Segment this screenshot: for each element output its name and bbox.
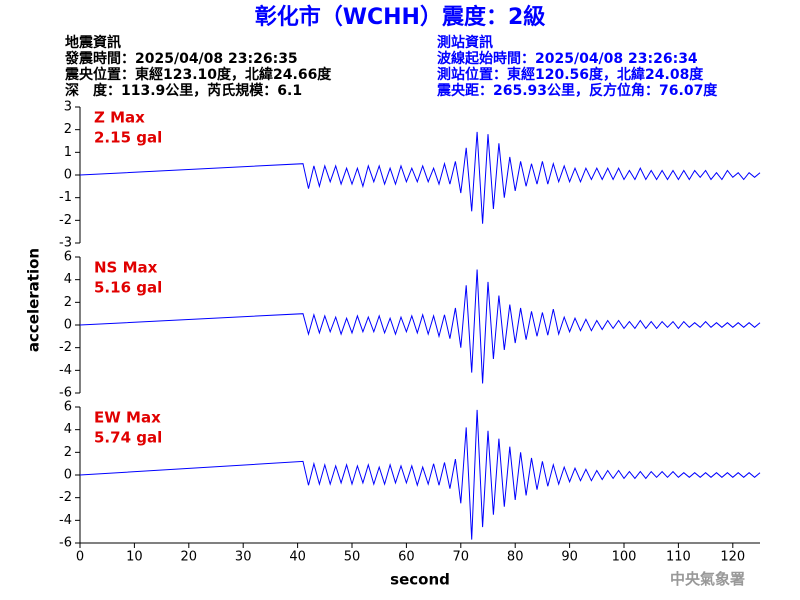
y-tick-label: -4 [59,363,72,378]
y-tick-label: 2 [64,295,72,310]
y-tick-label: 6 [64,400,72,415]
y-tick-label: -4 [59,513,72,528]
y-tick-label: 4 [64,272,72,287]
y-tick-label: -1 [59,190,72,205]
x-tick-label: 60 [398,550,415,565]
max-value: 5.16 gal [94,279,162,297]
y-tick-label: -6 [59,386,72,401]
x-axis-label: second [390,571,450,589]
x-tick-label: 90 [561,550,578,565]
x-tick-label: 20 [181,550,198,565]
max-value: 5.74 gal [94,429,162,447]
x-tick-label: 40 [289,550,306,565]
info-left: 震央位置：東經123.10度，北緯24.66度 [64,66,332,83]
x-tick-label: 100 [612,550,637,565]
x-tick-label: 120 [720,550,745,565]
max-label: EW Max [94,409,161,427]
y-tick-label: 6 [64,250,72,265]
y-tick-label: 0 [64,468,72,483]
y-tick-label: 0 [64,318,72,333]
info-right: 測站位置：東經120.56度，北緯24.08度 [437,66,704,83]
x-tick-label: 10 [126,550,143,565]
y-tick-label: 0 [64,168,72,183]
info-left: 發震時間：2025/04/08 23:26:35 [64,50,298,67]
y-tick-label: -3 [59,236,72,251]
title: 彰化市（WCHH）震度：2級 [255,4,546,30]
waveform [79,131,761,224]
x-tick-label: 110 [666,550,691,565]
waveform [79,269,761,384]
y-tick-label: 4 [64,422,72,437]
x-tick-label: 30 [235,550,252,565]
max-label: Z Max [94,109,145,127]
info-right: 波線起始時間：2025/04/08 23:26:34 [437,50,698,67]
y-tick-label: 2 [64,445,72,460]
y-tick-label: -6 [59,536,72,551]
x-tick-label: 70 [453,550,470,565]
credit: 中央氣象署 [670,570,745,588]
waveform [79,409,761,540]
y-axis-label: acceleration [25,248,43,352]
y-tick-label: -2 [59,490,72,505]
info-left: 地震資訊 [65,34,121,51]
y-tick-label: 2 [64,122,72,137]
x-tick-label: 50 [344,550,361,565]
y-tick-label: -2 [59,213,72,228]
info-right: 測站資訊 [437,34,493,51]
x-tick-label: 0 [76,550,84,565]
max-value: 2.15 gal [94,129,162,147]
info-left: 深 度：113.9公里，芮氏規模：6.1 [65,82,302,99]
y-tick-label: 1 [64,145,72,160]
info-right: 震央距：265.93公里，反方位角：76.07度 [436,82,718,99]
max-label: NS Max [94,259,158,277]
y-tick-label: -2 [59,340,72,355]
x-tick-label: 80 [507,550,524,565]
y-tick-label: 3 [64,100,72,115]
